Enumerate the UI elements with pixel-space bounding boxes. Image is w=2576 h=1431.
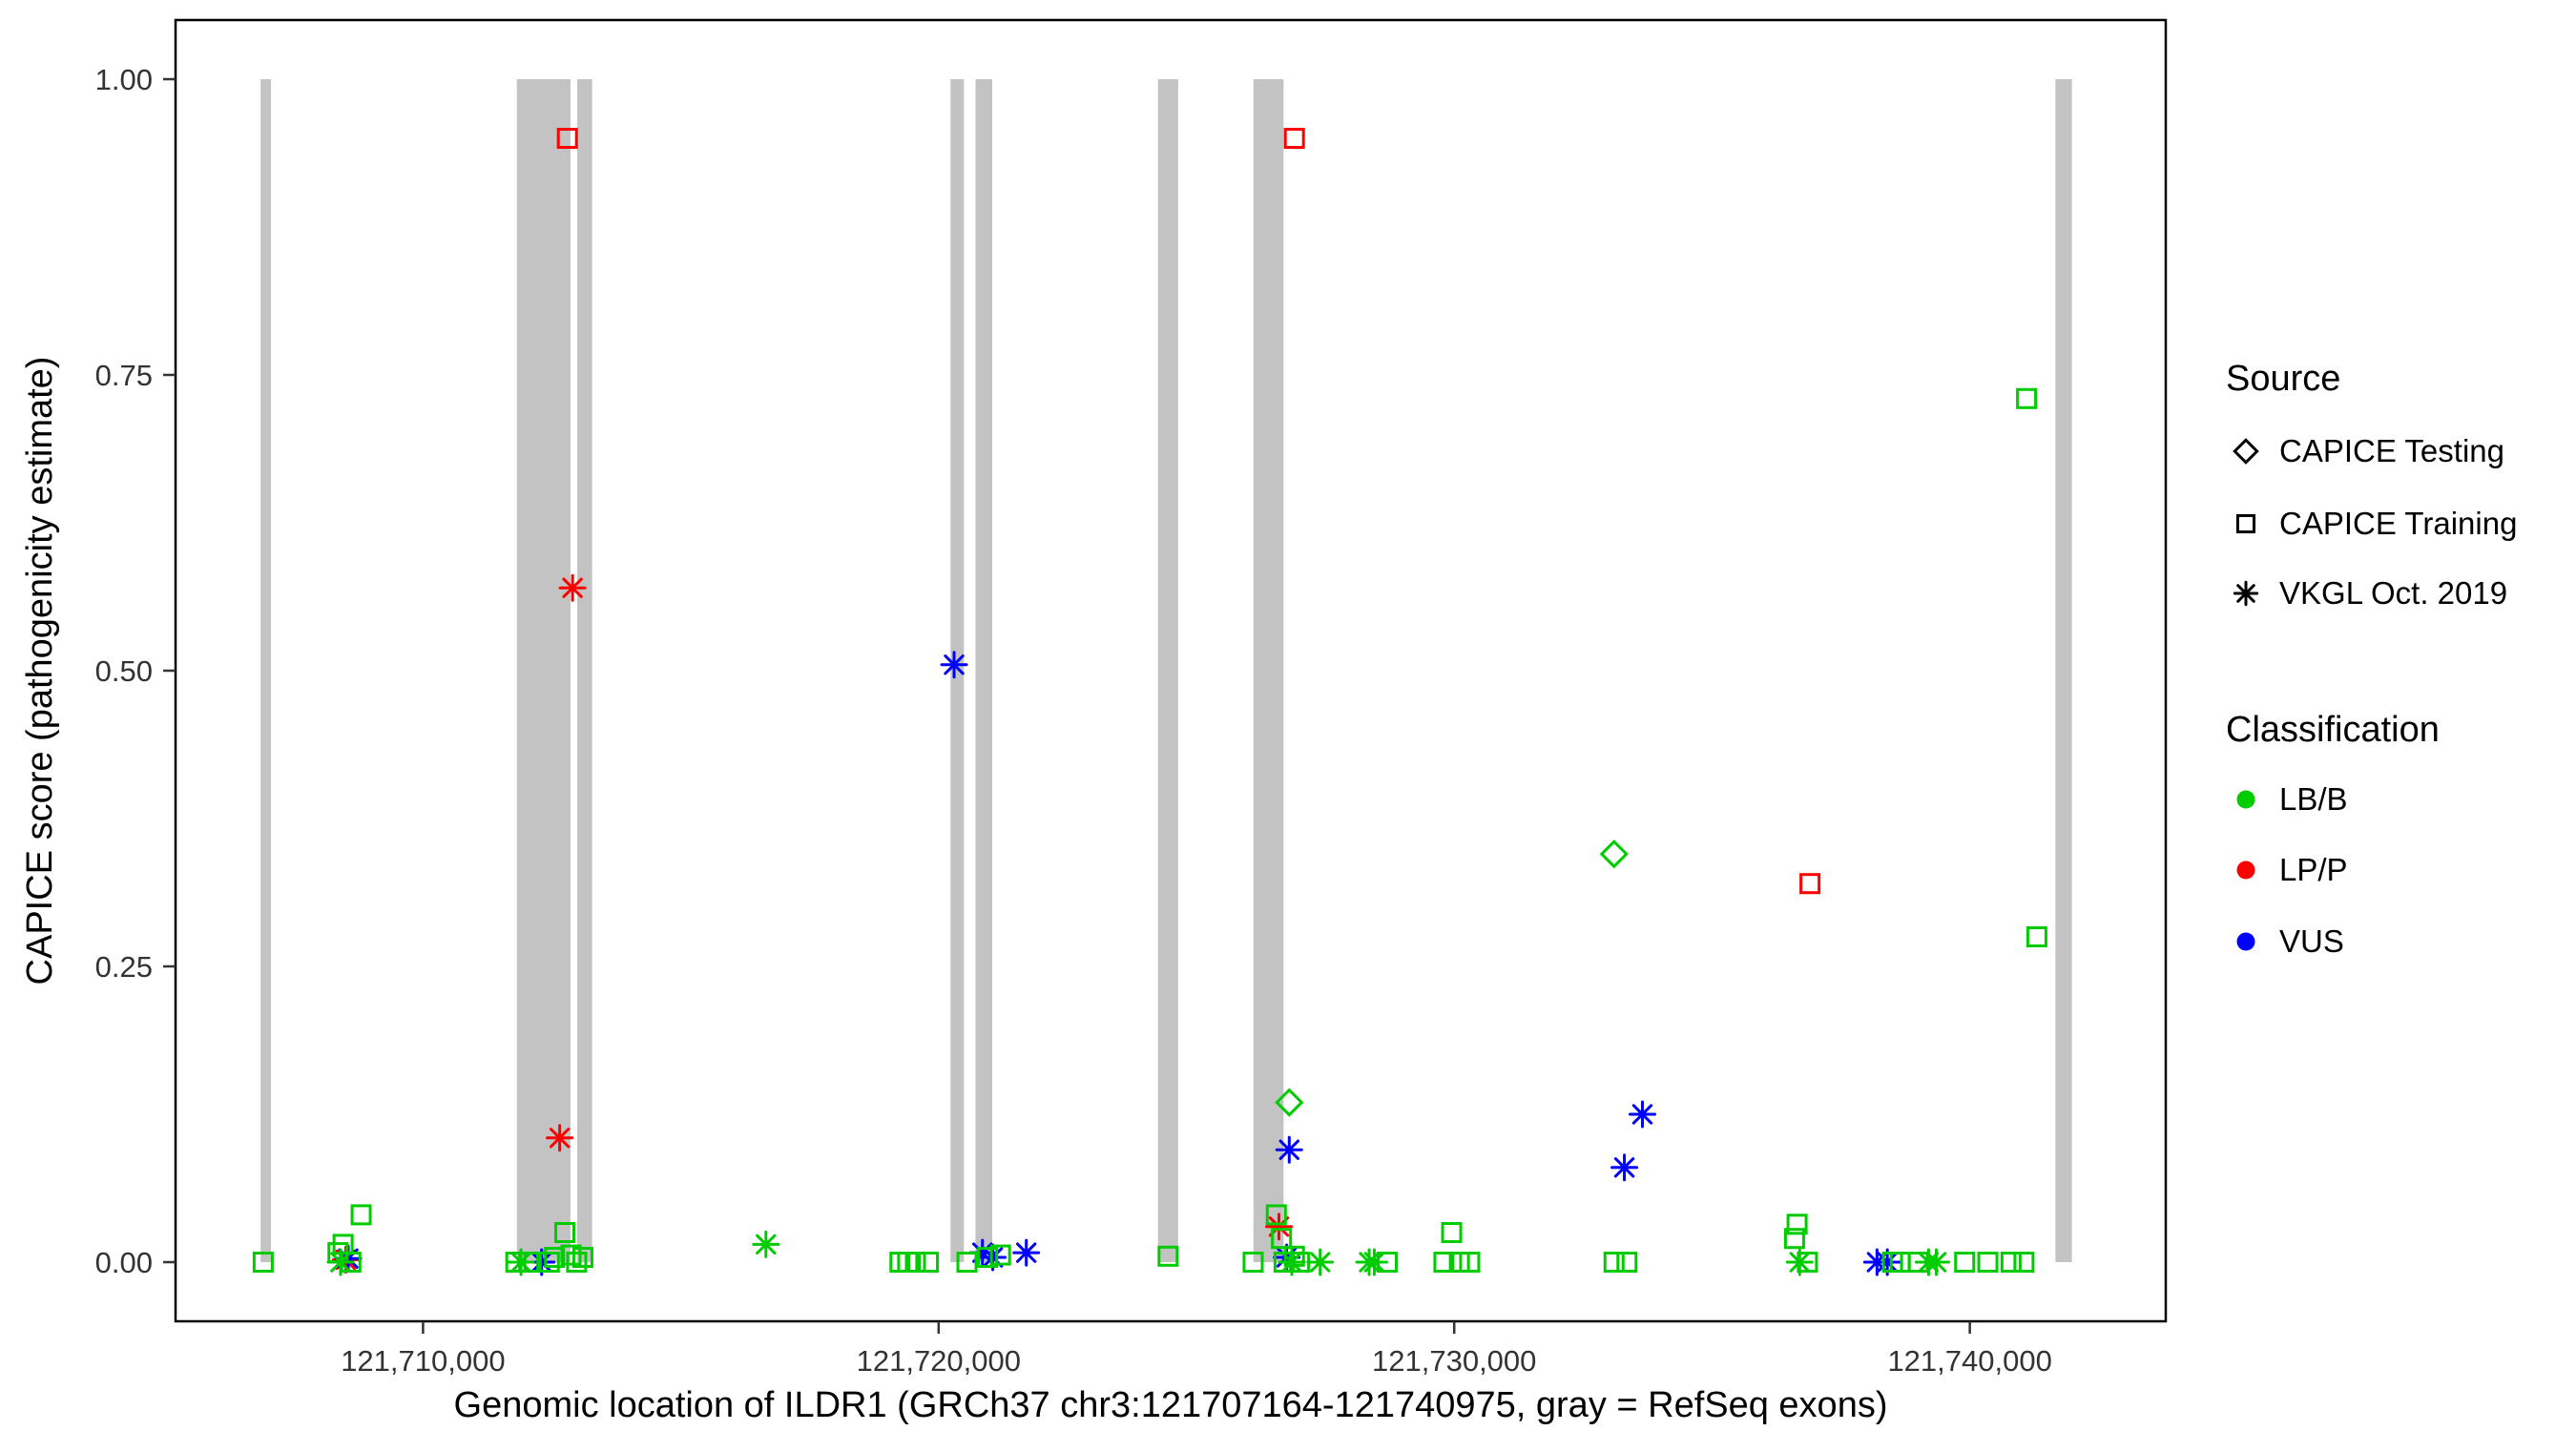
svg-text:121,720,000: 121,720,000 [857,1344,1021,1378]
legend-item-label: CAPICE Testing [2279,433,2504,468]
svg-text:1.00: 1.00 [95,63,153,96]
legend-item-capice-training: CAPICE Training [2226,504,2517,544]
legend-classification-title: Classification [2226,710,2440,750]
legend-item-vkgl: VKGL Oct. 2019 [2226,573,2507,613]
legend-item-label: VUS [2279,923,2344,959]
legend: Source CAPICE Testing CAPICE Training VK… [2218,0,2576,1431]
svg-text:121,730,000: 121,730,000 [1372,1344,1536,1378]
svg-text:0.00: 0.00 [95,1246,153,1279]
legend-item-vus: VUS [2226,922,2344,962]
legend-item-label: VKGL Oct. 2019 [2279,575,2508,611]
diamond-icon [2226,431,2266,471]
legend-item-label: CAPICE Training [2279,506,2518,541]
blue-dot-icon [2226,922,2266,962]
svg-text:0.25: 0.25 [95,950,153,984]
legend-item-lpp: LP/P [2226,850,2348,890]
svg-text:121,740,000: 121,740,000 [1887,1344,2051,1378]
svg-text:0.50: 0.50 [95,654,153,688]
svg-text:0.75: 0.75 [95,359,153,392]
x-axis-title: Genomic location of ILDR1 (GRCh37 chr3:1… [453,1385,1888,1425]
legend-item-label: LP/P [2279,852,2348,887]
svg-text:121,710,000: 121,710,000 [341,1344,505,1378]
legend-item-capice-testing: CAPICE Testing [2226,431,2504,471]
square-icon [2226,504,2266,544]
green-dot-icon [2226,779,2266,819]
asterisk-icon [2226,573,2266,613]
legend-item-lbb: LB/B [2226,779,2348,819]
legend-source-title: Source [2226,359,2341,399]
red-dot-icon [2226,850,2266,890]
y-axis-title: CAPICE score (pathogenicity estimate) [20,356,60,985]
legend-item-label: LB/B [2279,781,2348,817]
